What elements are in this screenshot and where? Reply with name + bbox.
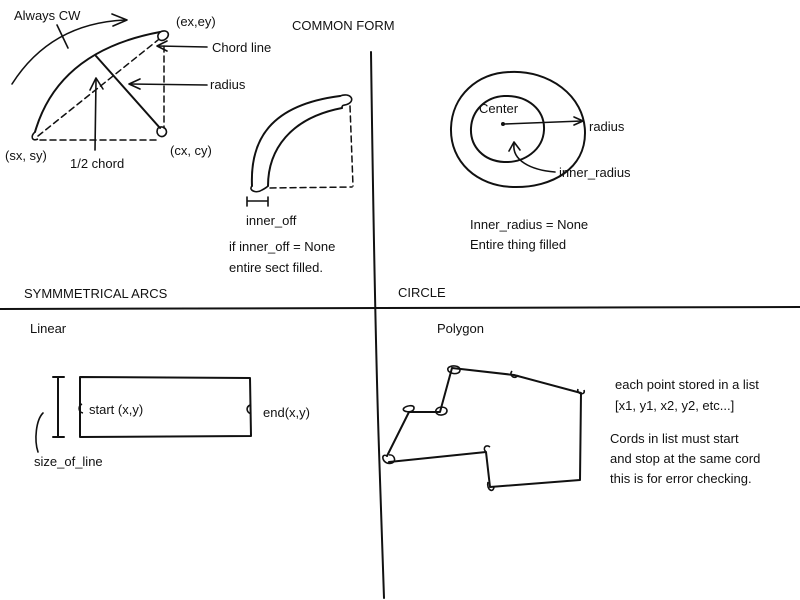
common-form-heading: COMMON FORM [292, 18, 395, 33]
vertex-marker [435, 406, 448, 416]
radius-end-marker [156, 126, 168, 138]
half-chord-arrowhead [89, 77, 104, 91]
radius-arrow [504, 120, 583, 125]
end-point-label: (ex,ey) [176, 14, 216, 29]
sector-start-cap [250, 185, 269, 193]
always-cw-arrowhead [111, 13, 128, 27]
chord-line-label: Chord line [212, 40, 271, 55]
vertex-marker [510, 370, 519, 379]
center-point-label: (cx, cy) [170, 143, 212, 158]
size-bracket [52, 376, 65, 438]
symmetrical-arcs-heading: SYMMMETRICAL ARCS [24, 286, 168, 301]
start-point-marker [31, 131, 39, 141]
sector-inner-arc [267, 107, 343, 187]
start-point-label: (sx, sy) [5, 148, 47, 163]
end-point-marker [157, 30, 170, 42]
end-marker [246, 404, 252, 415]
sector-bottom-dashed [269, 186, 353, 189]
arc-definition: Always CW (ex,ey) Chord line radius (sx,… [5, 8, 271, 171]
vertex-marker [483, 445, 491, 453]
vertex-marker [486, 481, 495, 492]
chord-label-arrowhead [156, 40, 168, 52]
always-cw-label: Always CW [14, 8, 81, 23]
inner-off-bracket [246, 196, 269, 207]
polygon-note2-line2: and stop at the same cord [610, 451, 760, 466]
sector-outer-arc [250, 95, 341, 187]
always-cw-pointer [56, 24, 69, 49]
radius-label-arrow [129, 83, 208, 86]
circle-note-line1: Inner_radius = None [470, 217, 588, 232]
circle-note-line2: Entire thing filled [470, 237, 566, 252]
radius-arrowhead [573, 116, 584, 126]
vertex-marker [576, 388, 586, 395]
sector-vertical-dashed [349, 105, 354, 187]
circle-heading: CIRCLE [398, 285, 446, 300]
end-label: end(x,y) [263, 405, 310, 420]
circle-center-label: Center [479, 101, 519, 116]
line-rectangle [79, 376, 252, 438]
inner-radius-pointer [513, 143, 556, 173]
vertex-marker [382, 454, 396, 465]
polygon-note1-line2: [x1, y1, x2, y2, etc...] [615, 398, 734, 413]
radius-label-arrowhead [128, 78, 141, 90]
polygon-outline [386, 367, 582, 488]
radius-label: radius [210, 77, 246, 92]
sector-diagram: COMMON FORM inner_off if inner_off = Non… [229, 18, 395, 275]
half-chord-label: 1/2 chord [70, 156, 124, 171]
polygon-note1-line1: each point stored in a list [615, 377, 759, 392]
horizontal-divider [0, 305, 800, 310]
sector-note-line2: entire sect filled. [229, 260, 323, 275]
main-arc [34, 31, 161, 133]
inner-radius-arrowhead [508, 141, 521, 152]
vertical-divider [370, 51, 385, 599]
start-marker [78, 403, 84, 414]
polygon-heading: Polygon [437, 321, 484, 336]
vertex-marker [447, 365, 461, 375]
polygon-diagram: Polygon each point stored in a list [x1,… [382, 321, 760, 492]
center-dot [501, 122, 505, 126]
inner-radius-label: inner_radius [559, 165, 631, 180]
linear-heading: Linear [30, 321, 67, 336]
polygon-note2-line3: this is for error checking. [610, 471, 752, 486]
size-of-line-label: size_of_line [34, 454, 103, 469]
polygon-note2-line1: Cords in list must start [610, 431, 739, 446]
start-label: start (x,y) [89, 402, 143, 417]
circle-diagram: Center radius inner_radius Inner_radius … [449, 70, 631, 252]
circle-radius-label: radius [589, 119, 625, 134]
size-pointer [35, 412, 44, 453]
sector-end-cap [339, 94, 353, 109]
chord-label-arrow [157, 45, 208, 48]
chord-line [37, 39, 159, 137]
inner-off-label: inner_off [246, 213, 297, 228]
vertex-marker [402, 404, 415, 413]
radius-line [95, 55, 161, 129]
outer-circle [449, 70, 586, 189]
linear-diagram: Linear start (x,y) end(x,y) size_of_line [30, 321, 310, 469]
inner-circle [469, 94, 546, 164]
sector-note-line1: if inner_off = None [229, 239, 335, 254]
half-chord-arrow [94, 79, 97, 151]
